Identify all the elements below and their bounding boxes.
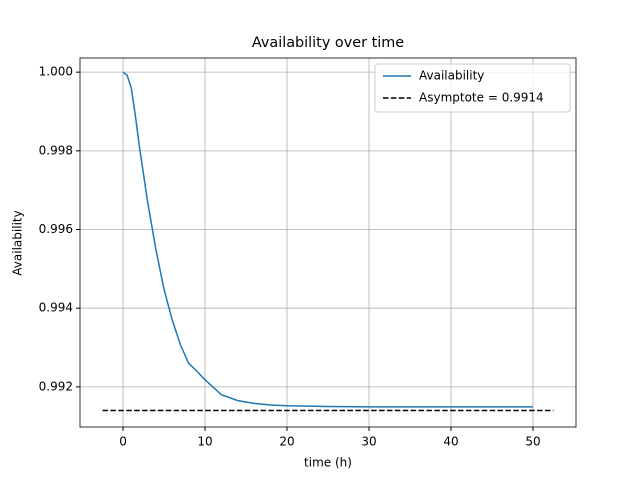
y-tick-label: 0.992 <box>39 379 73 393</box>
chart-title: Availability over time <box>252 35 404 51</box>
x-tick-label: 40 <box>443 435 458 449</box>
axes-frame <box>79 57 577 428</box>
y-tick-label: 1.000 <box>39 65 73 79</box>
y-axis-label: Availability <box>11 210 25 275</box>
legend-label: Availability <box>419 69 484 83</box>
x-tick-label: 0 <box>119 435 127 449</box>
y-tick-label: 0.998 <box>39 143 73 157</box>
legend-label: Asymptote = 0.9914 <box>419 91 544 105</box>
x-tick-label: 20 <box>279 435 294 449</box>
x-axis-label: time (h) <box>304 456 352 470</box>
legend-box <box>374 63 571 113</box>
y-tick-label: 0.994 <box>39 301 73 315</box>
x-tick-label: 50 <box>525 435 540 449</box>
x-tick-label: 30 <box>361 435 376 449</box>
x-tick-label: 10 <box>197 435 212 449</box>
data-line <box>122 71 533 408</box>
y-tick-label: 0.996 <box>39 222 73 236</box>
